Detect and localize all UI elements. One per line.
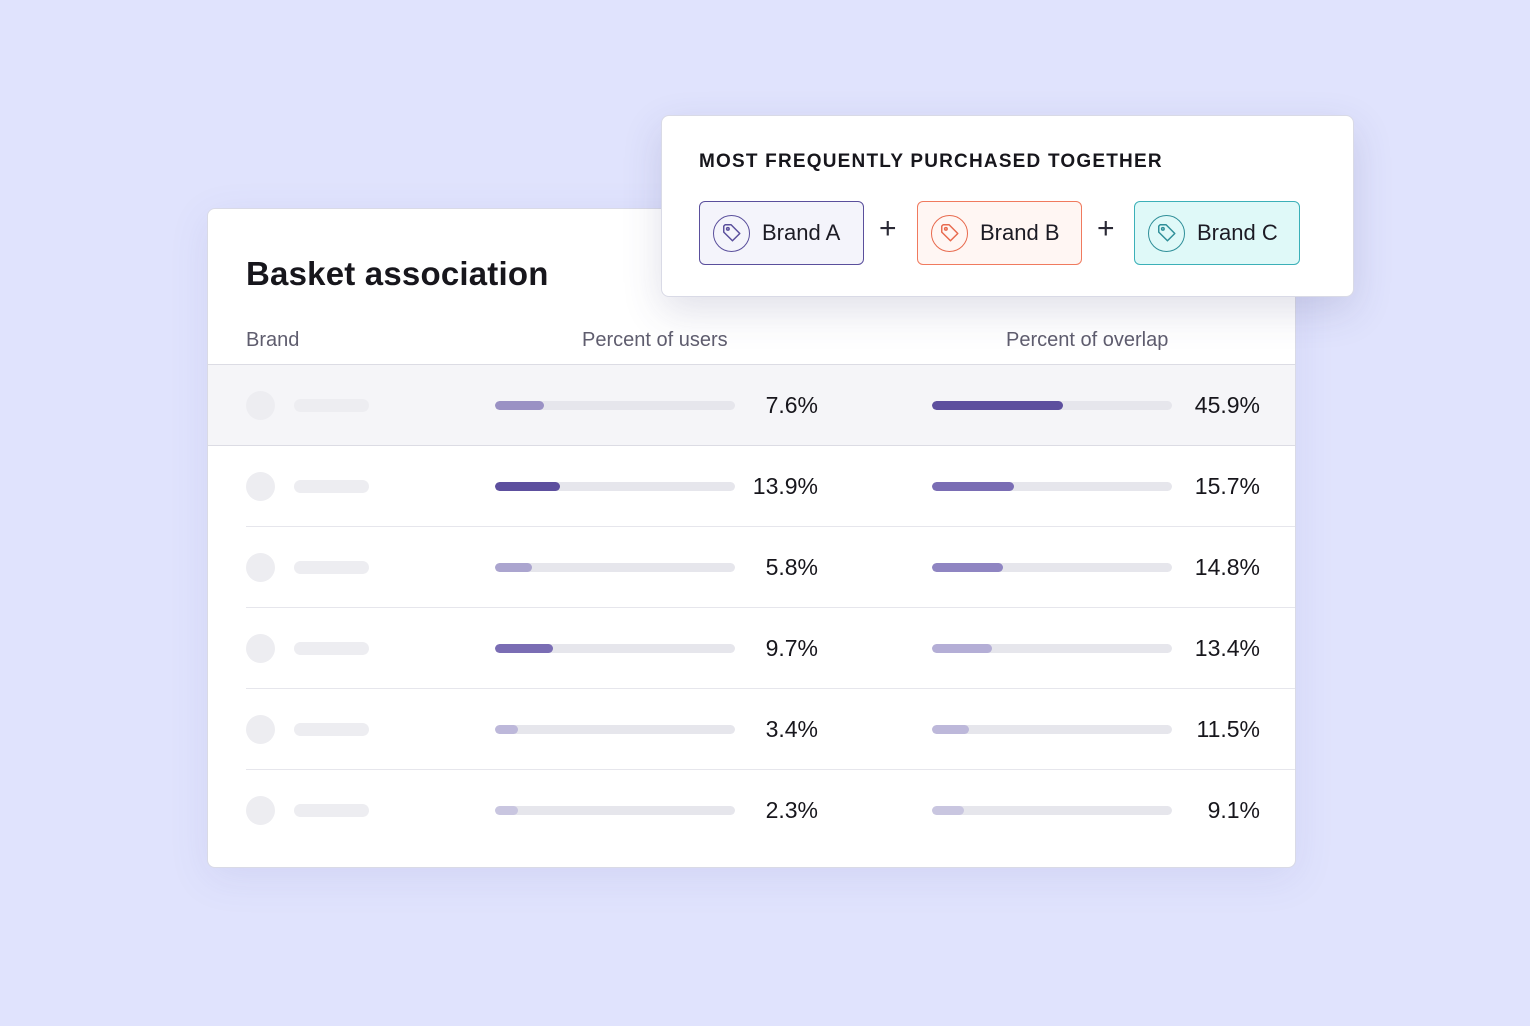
popup-title: MOST FREQUENTLY PURCHASED TOGETHER: [699, 151, 1163, 172]
overlap-bar-track: [932, 725, 1172, 734]
plus-icon: +: [879, 212, 897, 245]
users-bar-track: [495, 725, 735, 734]
overlap-bar-fill: [932, 806, 965, 815]
brand-b-chip[interactable]: Brand B: [917, 201, 1082, 265]
overlap-bar-track: [932, 482, 1172, 491]
brand-name-placeholder: [294, 480, 369, 493]
overlap-bar-fill: [932, 725, 970, 734]
users-bar-fill: [495, 401, 545, 410]
users-percent-value: 13.9%: [752, 473, 818, 499]
row-divider: [246, 607, 1295, 608]
row-divider: [246, 688, 1295, 689]
brand-c-label: Brand C: [1197, 220, 1278, 245]
tag-icon: [1148, 214, 1185, 252]
column-header-brand[interactable]: Brand: [246, 329, 300, 351]
plus-icon: +: [1097, 212, 1115, 245]
row-divider: [246, 769, 1295, 770]
table-row[interactable]: 13.9% 15.7%: [208, 446, 1295, 527]
brand-avatar-placeholder: [246, 634, 275, 663]
brand-a-chip[interactable]: Brand A: [699, 201, 864, 265]
overlap-percent-value: 13.4%: [1194, 635, 1260, 661]
users-bar-fill: [495, 563, 533, 572]
table-row[interactable]: 7.6% 45.9%: [208, 365, 1295, 446]
overlap-bar-track: [932, 563, 1172, 572]
users-percent-value: 3.4%: [765, 716, 818, 742]
users-bar-track: [495, 482, 735, 491]
overlap-percent-value: 11.5%: [1196, 716, 1260, 742]
users-bar-fill: [495, 644, 553, 653]
users-percent-value: 9.7%: [765, 635, 818, 661]
column-header-percent-of-overlap[interactable]: Percent of overlap: [1006, 329, 1169, 351]
brand-c-chip[interactable]: Brand C: [1134, 201, 1300, 265]
users-bar-track: [495, 563, 735, 572]
users-percent-value: 5.8%: [765, 554, 818, 580]
overlap-bar-track: [932, 401, 1172, 410]
table-row[interactable]: 9.7% 13.4%: [208, 608, 1295, 689]
table-body: 7.6% 45.9% 13.9% 15.7% 5.8% 14.8% 9.: [208, 365, 1295, 851]
overlap-percent-value: 14.8%: [1194, 554, 1260, 580]
users-bar-track: [495, 401, 735, 410]
header-divider: [208, 364, 1295, 365]
users-percent-value: 7.6%: [765, 392, 818, 418]
brand-a-label: Brand A: [762, 220, 841, 245]
overlap-bar-fill: [932, 644, 992, 653]
users-bar-fill: [495, 806, 518, 815]
brand-avatar-placeholder: [246, 553, 275, 582]
overlap-bar-fill: [932, 482, 1014, 491]
overlap-bar-track: [932, 806, 1172, 815]
table-row[interactable]: 5.8% 14.8%: [208, 527, 1295, 608]
users-percent-value: 2.3%: [765, 797, 818, 823]
frequently-purchased-together-popup: MOST FREQUENTLY PURCHASED TOGETHER Brand…: [661, 115, 1354, 297]
brand-avatar-placeholder: [246, 796, 275, 825]
brand-name-placeholder: [294, 723, 369, 736]
users-bar-fill: [495, 725, 518, 734]
overlap-percent-value: 15.7%: [1194, 473, 1260, 499]
tag-icon: [713, 214, 750, 252]
table-row[interactable]: 2.3% 9.1%: [208, 770, 1295, 851]
brand-name-placeholder: [294, 561, 369, 574]
card-title: Basket association: [246, 255, 549, 292]
overlap-bar-fill: [932, 563, 1003, 572]
users-bar-track: [495, 644, 735, 653]
overlap-bar-track: [932, 644, 1172, 653]
overlap-percent-value: 9.1%: [1207, 797, 1260, 823]
users-bar-fill: [495, 482, 560, 491]
brand-avatar-placeholder: [246, 715, 275, 744]
brand-avatar-placeholder: [246, 391, 275, 420]
column-header-percent-of-users[interactable]: Percent of users: [582, 329, 728, 351]
brand-b-label: Brand B: [980, 220, 1060, 245]
row-divider: [246, 526, 1295, 527]
overlap-bar-fill: [932, 401, 1063, 410]
overlap-percent-value: 45.9%: [1194, 392, 1260, 418]
table-row[interactable]: 3.4% 11.5%: [208, 689, 1295, 770]
brand-avatar-placeholder: [246, 472, 275, 501]
tag-icon: [931, 214, 968, 252]
users-bar-track: [495, 806, 735, 815]
brand-name-placeholder: [294, 642, 369, 655]
basket-association-card: Basket association Brand Percent of user…: [207, 208, 1296, 868]
brand-name-placeholder: [294, 804, 369, 817]
brand-name-placeholder: [294, 399, 369, 412]
